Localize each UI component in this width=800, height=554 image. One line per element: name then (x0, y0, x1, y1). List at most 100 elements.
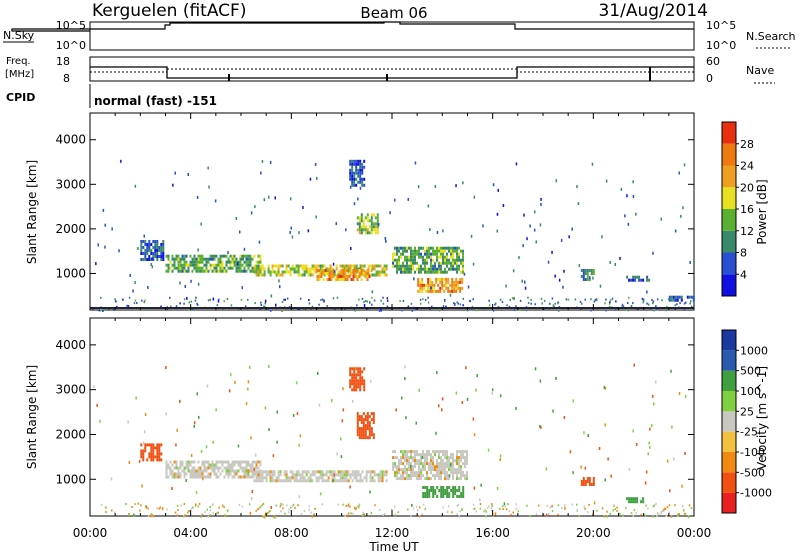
echo-cell (341, 470, 344, 474)
echo-cell (582, 269, 585, 272)
echo-cell (271, 479, 274, 483)
echo-cell (355, 177, 358, 181)
echo-cell (406, 471, 408, 475)
echo-cell (208, 185, 210, 189)
echo-cell (364, 427, 367, 431)
echo-cell (359, 382, 362, 386)
echo-cell (328, 272, 331, 275)
echo-cell (363, 367, 366, 371)
echo-cell (269, 473, 272, 477)
echo-cell (424, 495, 427, 498)
echo-cell (193, 421, 196, 425)
echo-cell (357, 162, 360, 166)
echo-cell (446, 486, 449, 489)
echo-cell (332, 269, 335, 272)
echo-cell (404, 249, 406, 253)
echo-cell (257, 273, 260, 277)
echo-cell (406, 468, 408, 472)
echo-cell (434, 477, 436, 481)
echo-cell (436, 371, 438, 375)
echo-cell (378, 309, 381, 312)
echo-cell (320, 299, 322, 301)
echo-cell (458, 515, 460, 518)
echo-cell (438, 462, 440, 466)
echo-cell (197, 505, 200, 508)
echo-cell (424, 258, 426, 262)
nsearch-tick-top: 10^5 (706, 19, 736, 32)
echo-cell (328, 275, 331, 278)
echo-cell (370, 225, 373, 229)
echo-cell (285, 479, 288, 483)
echo-cell (590, 269, 593, 272)
echo-cell (379, 308, 382, 311)
echo-cell (179, 472, 182, 476)
echo-cell (441, 408, 443, 412)
echo-cell (259, 257, 262, 261)
echo-cell (362, 418, 365, 422)
echo-cell (191, 466, 194, 470)
echo-cell (211, 254, 214, 258)
echo-cell (268, 195, 270, 199)
echo-cell (448, 495, 451, 498)
echo-cell (394, 465, 396, 469)
echo-cell (233, 257, 236, 261)
echo-cell (207, 269, 210, 273)
echo-cell (438, 270, 440, 274)
echo-cell (353, 202, 356, 206)
echo-cell (100, 309, 103, 312)
echo-cell (302, 206, 304, 209)
echo-cell (635, 512, 637, 514)
echo-cell (348, 512, 350, 515)
echo-cell (371, 476, 374, 480)
echo-cell (174, 511, 177, 514)
echo-cell (417, 185, 420, 189)
echo-cell (231, 257, 234, 261)
echo-cell (590, 272, 593, 275)
echo-cell (152, 252, 155, 255)
echo-cell (355, 159, 358, 163)
echo-cell (424, 261, 426, 265)
echo-cell (394, 252, 396, 256)
echo-cell (257, 466, 260, 470)
echo-cell (456, 468, 458, 472)
echo-cell (444, 270, 446, 274)
echo-cell (165, 475, 168, 479)
echo-cell (436, 465, 438, 469)
echo-cell (438, 465, 440, 469)
echo-cell (333, 270, 336, 274)
echo-cell (596, 509, 598, 512)
power-ylabel: Slant Range [km] (25, 160, 39, 264)
echo-cell (419, 283, 422, 287)
echo-cell (455, 280, 458, 284)
echo-cell (175, 305, 178, 308)
echo-cell (185, 269, 188, 273)
echo-cell (363, 165, 366, 169)
echo-cell (197, 282, 200, 286)
echo-cell (438, 450, 440, 454)
echo-cell (364, 433, 367, 437)
echo-cell (460, 495, 463, 498)
echo-cell (448, 477, 450, 481)
echo-cell (362, 219, 365, 223)
echo-cell (373, 470, 376, 474)
echo-cell (309, 476, 312, 480)
echo-cell (259, 270, 262, 274)
echo-cell (255, 509, 257, 512)
echo-cell (245, 466, 248, 470)
echo-cell (333, 273, 336, 277)
echo-cell (683, 512, 686, 515)
echo-cell (586, 272, 589, 275)
echo-cell (301, 479, 304, 483)
echo-cell (217, 260, 220, 264)
echo-cell (294, 506, 296, 509)
echo-cell (442, 462, 444, 466)
echo-cell (183, 515, 185, 518)
echo-cell (183, 266, 186, 270)
echo-cell (628, 467, 631, 471)
echo-cell (315, 264, 318, 268)
echo-cell (191, 260, 194, 264)
echo-cell (454, 246, 456, 250)
echo-cell (398, 471, 400, 475)
echo-cell (630, 512, 633, 515)
echo-cell (394, 258, 396, 262)
